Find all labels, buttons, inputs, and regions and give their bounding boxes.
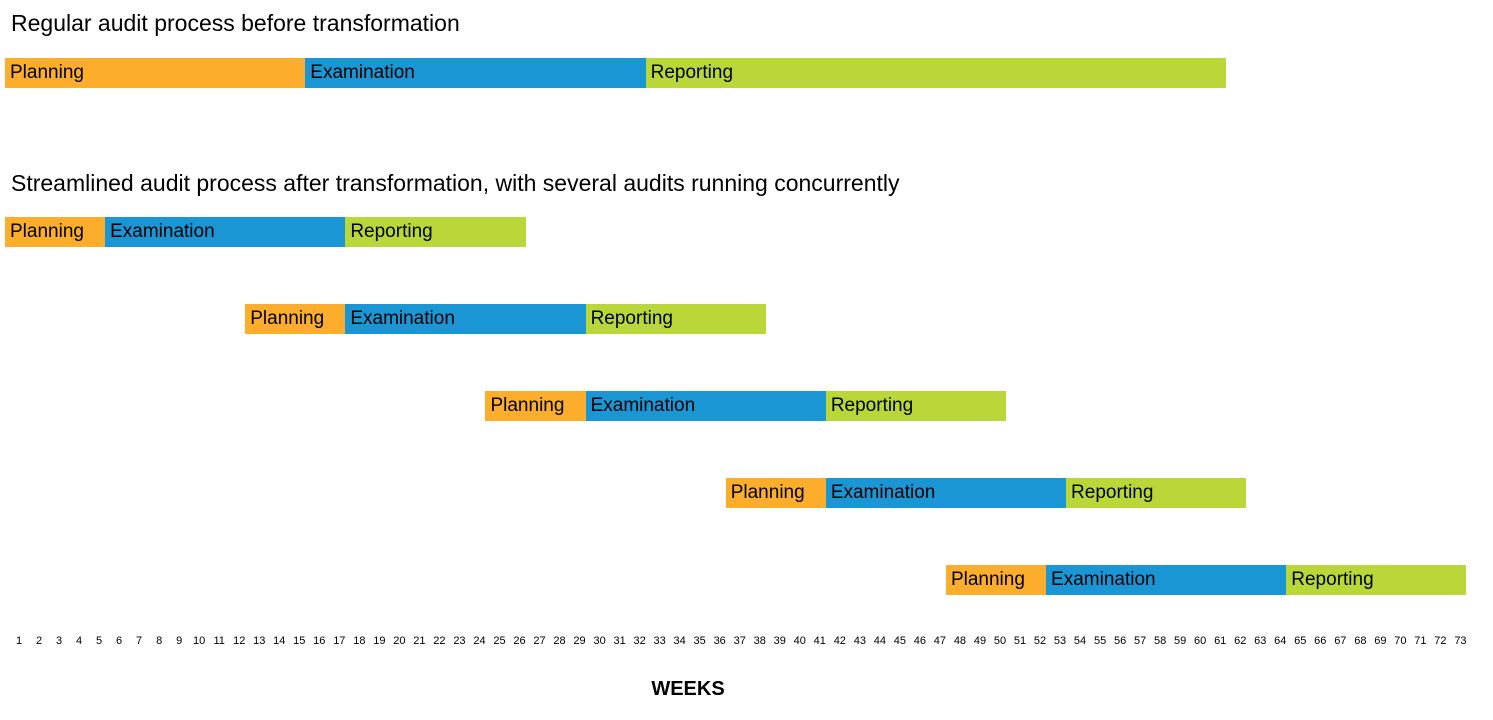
bar-row1-examination: Examination bbox=[305, 58, 646, 88]
bar-row6-reporting: Reporting bbox=[1286, 565, 1467, 595]
x-tick-label: 33 bbox=[653, 635, 666, 647]
x-tick-label: 46 bbox=[913, 635, 927, 647]
x-tick-label: 35 bbox=[693, 635, 706, 647]
x-tick-label: 11 bbox=[213, 635, 225, 647]
x-tick-label: 14 bbox=[273, 635, 286, 647]
x-tick-label: 9 bbox=[176, 635, 183, 647]
bar-row2-reporting: Reporting bbox=[345, 217, 526, 247]
x-tick-label: 40 bbox=[793, 635, 806, 647]
x-tick-label: 49 bbox=[973, 635, 987, 647]
x-tick-label: 71 bbox=[1414, 635, 1427, 647]
x-tick-label: 24 bbox=[473, 635, 486, 647]
x-tick-label: 56 bbox=[1113, 635, 1127, 647]
x-tick-label: 19 bbox=[373, 635, 386, 647]
x-tick-label: 59 bbox=[1174, 635, 1187, 647]
x-tick-label: 6 bbox=[116, 635, 123, 647]
x-tick-label: 38 bbox=[753, 635, 766, 647]
x-tick-label: 5 bbox=[96, 635, 103, 647]
x-tick-label: 44 bbox=[873, 635, 886, 647]
bar-row5-planning: Planning bbox=[725, 478, 826, 508]
x-tick-label: 30 bbox=[593, 635, 606, 647]
x-tick-label: 58 bbox=[1154, 635, 1167, 647]
x-tick-label: 3 bbox=[55, 635, 63, 647]
x-tick-label: 68 bbox=[1354, 635, 1367, 647]
x-tick-label: 12 bbox=[233, 635, 246, 647]
bar-row1-planning: Planning bbox=[5, 58, 306, 88]
x-tick-label: 60 bbox=[1194, 635, 1207, 647]
bar-row1-reporting: Reporting bbox=[645, 58, 1227, 88]
x-tick-label: 37 bbox=[733, 635, 746, 647]
x-tick-label: 23 bbox=[453, 635, 466, 647]
x-tick-label: 31 bbox=[613, 635, 626, 647]
x-tick-label: 55 bbox=[1093, 635, 1107, 647]
bar-row4-planning: Planning bbox=[485, 391, 586, 421]
bar-row4-reporting: Reporting bbox=[825, 391, 1006, 421]
x-tick-label: 41 bbox=[813, 635, 826, 647]
x-tick-label: 36 bbox=[713, 635, 726, 647]
x-tick-label: 62 bbox=[1234, 635, 1247, 647]
x-tick-label: 50 bbox=[993, 635, 1007, 647]
x-tick-label: 73 bbox=[1454, 635, 1467, 647]
x-tick-label: 45 bbox=[893, 635, 906, 647]
x-tick-label: 61 bbox=[1214, 635, 1227, 647]
x-tick-label: 51 bbox=[1013, 635, 1027, 647]
x-tick-label: 28 bbox=[553, 635, 566, 647]
x-tick-label: 64 bbox=[1274, 635, 1287, 647]
x-tick-label: 48 bbox=[953, 635, 967, 647]
heading-after: Streamlined audit process after transfor… bbox=[11, 170, 900, 196]
x-tick-label: 2 bbox=[35, 635, 43, 647]
x-tick-label: 69 bbox=[1374, 635, 1387, 647]
x-tick-label: 63 bbox=[1254, 635, 1267, 647]
x-tick-label: 54 bbox=[1073, 635, 1087, 647]
bar-row2-examination: Examination bbox=[105, 217, 346, 247]
bar-row4-examination: Examination bbox=[585, 391, 826, 421]
x-tick-label: 43 bbox=[853, 635, 866, 647]
x-tick-label: 34 bbox=[673, 635, 686, 647]
x-tick-label: 32 bbox=[633, 635, 646, 647]
x-tick-label: 29 bbox=[573, 635, 586, 647]
bar-row6-examination: Examination bbox=[1046, 565, 1287, 595]
x-tick-label: 20 bbox=[393, 635, 406, 647]
x-tick-label: 25 bbox=[493, 635, 506, 647]
bar-row2-planning: Planning bbox=[5, 217, 106, 247]
x-tick-label: 27 bbox=[533, 635, 546, 647]
bar-row5-reporting: Reporting bbox=[1066, 478, 1247, 508]
x-tick-label: 13 bbox=[253, 635, 266, 647]
x-tick-label: 52 bbox=[1033, 635, 1047, 647]
x-tick-label: 1 bbox=[15, 635, 23, 647]
x-tick-label: 65 bbox=[1294, 635, 1307, 647]
heading-before: Regular audit process before transformat… bbox=[11, 10, 460, 36]
x-tick-label: 26 bbox=[513, 635, 526, 647]
bar-row5-examination: Examination bbox=[825, 478, 1067, 508]
x-tick-label: 7 bbox=[136, 635, 143, 647]
x-tick-label: 66 bbox=[1314, 635, 1327, 647]
x-axis-title: WEEKS bbox=[651, 678, 725, 700]
x-tick-label: 8 bbox=[156, 635, 163, 647]
x-tick-label: 70 bbox=[1394, 635, 1407, 647]
x-tick-label: 47 bbox=[933, 635, 947, 647]
bar-row3-reporting: Reporting bbox=[585, 304, 766, 334]
x-tick-label: 18 bbox=[353, 635, 366, 647]
x-tick-label: 72 bbox=[1434, 635, 1447, 647]
x-tick-label: 4 bbox=[75, 635, 83, 647]
x-tick-label: 39 bbox=[773, 635, 786, 647]
x-tick-label: 53 bbox=[1053, 635, 1067, 647]
x-tick-label: 16 bbox=[313, 635, 326, 647]
x-tick-label: 42 bbox=[833, 635, 846, 647]
x-tick-label: 15 bbox=[293, 635, 306, 647]
bar-row3-examination: Examination bbox=[345, 304, 586, 334]
bar-row6-planning: Planning bbox=[945, 565, 1047, 595]
x-tick-label: 10 bbox=[193, 635, 206, 647]
x-tick-label: 17 bbox=[333, 635, 346, 647]
x-tick-label: 57 bbox=[1133, 635, 1147, 647]
bar-row3-planning: Planning bbox=[245, 304, 346, 334]
x-tick-label: 22 bbox=[433, 635, 446, 647]
x-tick-label: 67 bbox=[1334, 635, 1347, 647]
x-tick-label: 21 bbox=[413, 635, 426, 647]
